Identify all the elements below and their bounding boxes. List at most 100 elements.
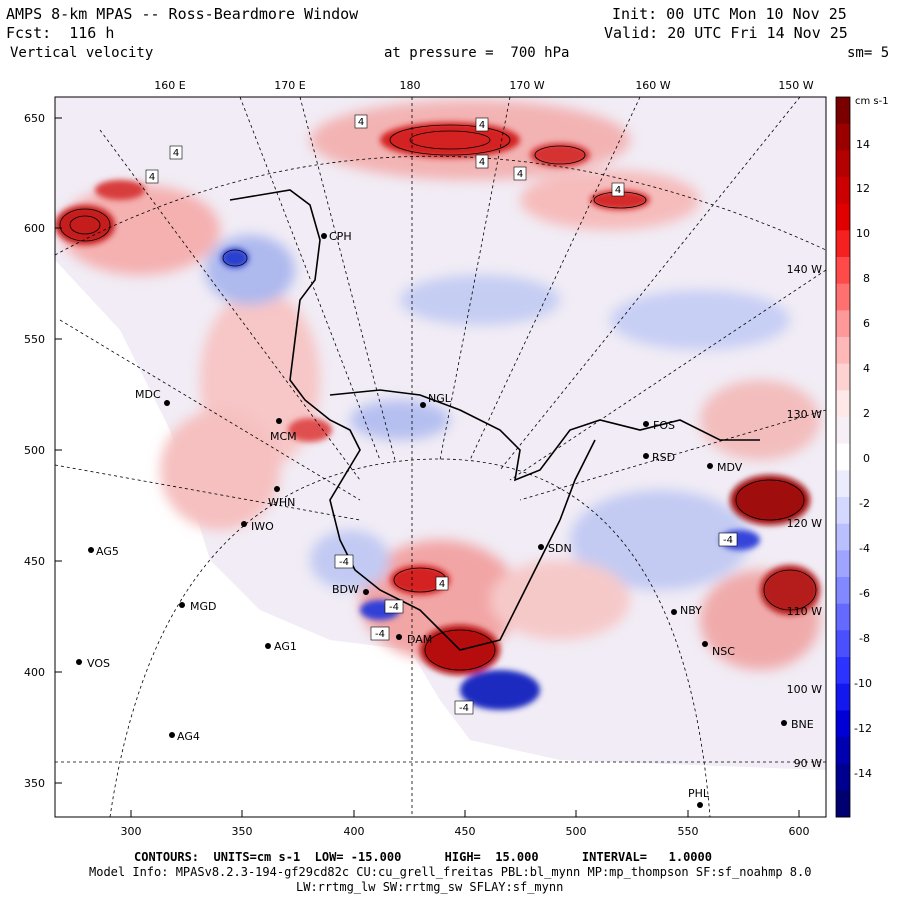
- station-label: MGD: [190, 600, 217, 613]
- station-dot: [702, 641, 708, 647]
- y-tick-label: 500: [24, 444, 45, 457]
- station-label: DAM: [407, 633, 432, 646]
- station-label: NGL: [428, 392, 452, 405]
- lon-label: 170 W: [509, 79, 544, 92]
- y-tick-label: 550: [24, 333, 45, 346]
- lon-label: 180: [400, 79, 421, 92]
- colorbar-label: 10: [856, 227, 870, 240]
- x-tick-label: 500: [566, 825, 587, 838]
- svg-text:-4: -4: [339, 557, 349, 568]
- colorbar-label: 4: [863, 362, 870, 375]
- contour-label: -4: [718, 532, 738, 547]
- svg-text:-4: -4: [375, 629, 385, 640]
- contour-label: -4: [334, 554, 354, 569]
- forecast-hour: Fcst: 116 h: [6, 24, 115, 42]
- contour-label: 4: [435, 576, 449, 591]
- colorbar-swatch: [836, 283, 850, 311]
- colorbar-swatch: [836, 763, 850, 791]
- station-dot: [321, 233, 327, 239]
- svg-text:4: 4: [149, 172, 155, 183]
- colorbar-swatch: [836, 630, 850, 658]
- station-label: RSD: [652, 451, 675, 464]
- lon-label: 160 E: [154, 79, 185, 92]
- y-tick-label: 400: [24, 666, 45, 679]
- colorbar-label: 2: [863, 407, 870, 420]
- station-label: MDV: [717, 461, 743, 474]
- station-dot: [781, 720, 787, 726]
- colorbar-swatch: [836, 363, 850, 391]
- lon-label-side: 120 W: [787, 517, 822, 530]
- station-label: FOS: [653, 419, 675, 432]
- contour-label: -4: [370, 626, 390, 641]
- station-dot: [363, 589, 369, 595]
- y-tick-label: 650: [24, 112, 45, 125]
- model-info: Model Info: MPASv8.2.3-194-gf29cd82c CU:…: [89, 865, 812, 879]
- lon-label-side: 100 W: [787, 683, 822, 696]
- pressure-level: at pressure = 700 hPa: [384, 45, 570, 61]
- colorbar-label: -10: [854, 677, 872, 690]
- colorbar-label: -14: [854, 767, 872, 780]
- station-label: PHL: [688, 787, 710, 800]
- lon-label-side: 90 W: [794, 757, 822, 770]
- station-label: SDN: [548, 542, 572, 555]
- lon-label-side: 140 W: [787, 263, 822, 276]
- y-tick-label: 450: [24, 555, 45, 568]
- map-title: AMPS 8-km MPAS -- Ross-Beardmore Window: [6, 5, 359, 23]
- station-dot: [169, 732, 175, 738]
- colorbar-label: -2: [859, 497, 870, 510]
- station-label: WHN: [268, 496, 295, 509]
- station-label: AG5: [96, 545, 119, 558]
- colorbar-swatch: [836, 97, 850, 125]
- lon-label-side: 110 W: [787, 605, 822, 618]
- station-dot: [707, 463, 713, 469]
- colorbar-swatch: [836, 577, 850, 605]
- station-dot: [274, 486, 280, 492]
- contour-label: 4: [513, 166, 527, 181]
- station-dot: [179, 602, 185, 608]
- colorbar-swatch: [836, 443, 850, 471]
- colorbar-swatch: [836, 390, 850, 418]
- svg-text:4: 4: [173, 148, 179, 159]
- smoothing: sm= 5: [847, 45, 890, 61]
- station-dot: [276, 418, 282, 424]
- valid-time: Valid: 20 UTC Fri 14 Nov 25: [604, 24, 848, 42]
- station-label: CPH: [329, 230, 352, 243]
- contour-label: 4: [611, 182, 625, 197]
- station-dot: [396, 634, 402, 640]
- colorbar-units: cm s-1: [855, 96, 889, 107]
- colorbar-label: -6: [859, 587, 870, 600]
- init-time: Init: 00 UTC Mon 10 Nov 25: [612, 5, 847, 23]
- colorbar-swatch: [836, 230, 850, 258]
- svg-text:4: 4: [358, 117, 364, 128]
- graticule: [55, 97, 826, 817]
- station-dot: [643, 453, 649, 459]
- station-label: MCM: [270, 430, 297, 443]
- contour-label: 4: [475, 117, 489, 132]
- station-dot: [643, 421, 649, 427]
- svg-text:4: 4: [615, 185, 621, 196]
- colorbar-swatch: [836, 683, 850, 711]
- station-label: NSC: [712, 645, 735, 658]
- colorbar-swatch: [836, 150, 850, 178]
- lon-label: 150 W: [778, 79, 813, 92]
- colorbar-label: 0: [863, 452, 870, 465]
- colorbar-swatch: [836, 257, 850, 285]
- svg-text:4: 4: [479, 120, 485, 131]
- field-name: Vertical velocity: [10, 45, 154, 61]
- colorbar-label: -12: [854, 722, 872, 735]
- x-tick-label: 400: [344, 825, 365, 838]
- model-info-physics: LW:rrtmg_lw SW:rrtmg_sw SFLAY:sf_mynn: [296, 880, 564, 894]
- station-label: IWO: [251, 520, 274, 533]
- station-label: BDW: [332, 583, 359, 596]
- contour-label: 4: [475, 154, 489, 169]
- colorbar-swatch: [836, 310, 850, 338]
- station-label: BNE: [791, 718, 814, 731]
- svg-text:4: 4: [479, 157, 485, 168]
- map-panel: [55, 97, 826, 817]
- station-label: NBY: [680, 604, 702, 617]
- colorbar-label: -8: [859, 632, 870, 645]
- colorbar-swatch: [836, 203, 850, 231]
- lon-label: 160 W: [635, 79, 670, 92]
- station-dot: [241, 521, 247, 527]
